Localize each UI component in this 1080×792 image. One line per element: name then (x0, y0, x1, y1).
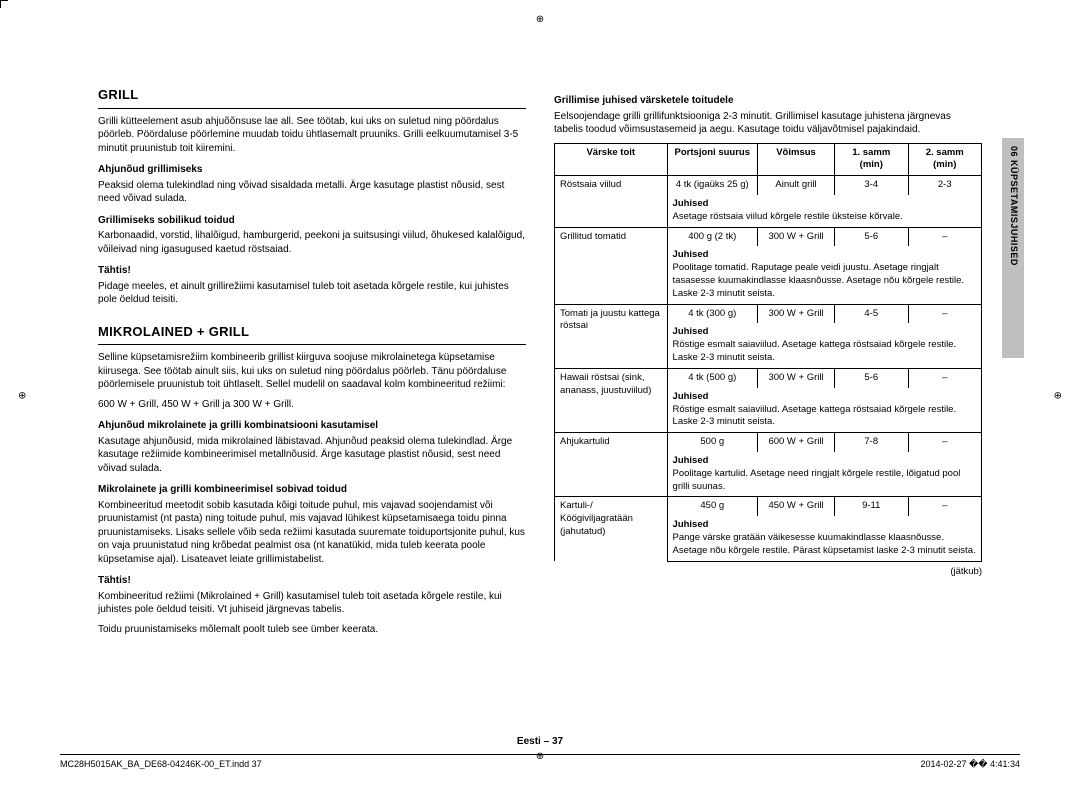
cell-power: Ainult grill (758, 176, 835, 195)
paragraph: Kasutage ahjunõusid, mida mikrolained lä… (98, 435, 526, 476)
continues-label: (jätkub) (554, 566, 982, 579)
cell-portion: 4 tk (igaüks 25 g) (667, 176, 757, 195)
right-column: Grillimise juhised värsketele toitudele … (554, 86, 982, 726)
paragraph: 600 W + Grill, 450 W + Grill ja 300 W + … (98, 398, 526, 412)
footer-file: MC28H5015AK_BA_DE68-04246K-00_ET.indd 37 (60, 759, 262, 770)
th-step1: 1. samm (min) (835, 143, 908, 176)
table-head: Värske toit Portsjoni suurus Võimsus 1. … (555, 143, 982, 176)
cell-power: 300 W + Grill (758, 304, 835, 323)
cell-food: Grillitud tomatid (555, 227, 668, 304)
cell-power: 450 W + Grill (758, 497, 835, 516)
cell-food: Kartuli-/ Köögiviljagratään (jahutatud) (555, 497, 668, 561)
cell-food: Hawaii röstsai (sink, ananass, juustuvii… (555, 368, 668, 432)
footer-bar: MC28H5015AK_BA_DE68-04246K-00_ET.indd 37… (60, 754, 1020, 770)
cell-food: Röstsaia viilud (555, 176, 668, 227)
paragraph: Toidu pruunistamiseks mõlemalt poolt tul… (98, 623, 526, 637)
cell-instructions: JuhisedPange värske gratään väikesesse k… (667, 516, 981, 561)
cell-food: Tomati ja juustu kattega röstsai (555, 304, 668, 368)
cell-t2: – (908, 368, 982, 387)
rule (98, 108, 526, 109)
left-column: GRILL Grilli kütteelement asub ahjuõõnsu… (98, 86, 526, 726)
table-title: Grillimise juhised värsketele toitudele (554, 94, 982, 108)
paragraph: Eelsoojendage grilli grillifunktsiooniga… (554, 110, 982, 137)
cell-instructions: JuhisedPoolitage kartulid. Asetage need … (667, 452, 981, 497)
cell-t1: 5-6 (835, 368, 908, 387)
cell-t1: 3-4 (835, 176, 908, 195)
page-content: GRILL Grilli kütteelement asub ahjuõõnsu… (98, 86, 982, 726)
cell-t2: – (908, 227, 982, 246)
th-step2: 2. samm (min) (908, 143, 982, 176)
cell-instructions: JuhisedRöstige esmalt saiaviilud. Asetag… (667, 323, 981, 368)
cell-portion: 4 tk (300 g) (667, 304, 757, 323)
cell-instructions: JuhisedAsetage röstsaia viilud kõrgele r… (667, 195, 981, 227)
paragraph: Karbonaadid, vorstid, lihalõigud, hambur… (98, 229, 526, 256)
subheading: Ahjunõud mikrolainete ja grilli kombinat… (98, 419, 526, 433)
crop-mark-right: ⊕ (1054, 391, 1062, 402)
cell-portion: 500 g (667, 433, 757, 452)
table-row: Ahjukartulid500 g600 W + Grill7-8– (555, 433, 982, 452)
paragraph: Grilli kütteelement asub ahjuõõnsuse lae… (98, 115, 526, 156)
th-portion: Portsjoni suurus (667, 143, 757, 176)
cell-t1: 7-8 (835, 433, 908, 452)
cell-food: Ahjukartulid (555, 433, 668, 497)
th-food: Värske toit (555, 143, 668, 176)
cell-power: 300 W + Grill (758, 368, 835, 387)
crop-mark-left: ⊕ (18, 391, 26, 402)
table-row: Grillitud tomatid400 g (2 tk)300 W + Gri… (555, 227, 982, 246)
rule (98, 344, 526, 345)
cell-t1: 9-11 (835, 497, 908, 516)
subheading: Ahjunõud grillimiseks (98, 163, 526, 177)
page-number: Eesti – 37 (98, 736, 982, 747)
cell-portion: 4 tk (500 g) (667, 368, 757, 387)
paragraph: Kombineeritud meetodit sobib kasutada kõ… (98, 499, 526, 567)
paragraph: Selline küpsetamisrežiim kombineerib gri… (98, 351, 526, 392)
footer-date: 2014-02-27 �� 4:41:34 (920, 759, 1020, 770)
subheading: Grillimiseks sobilikud toidud (98, 214, 526, 228)
cell-instructions: JuhisedRöstige esmalt saiaviilud. Asetag… (667, 388, 981, 433)
table-row: Hawaii röstsai (sink, ananass, juustuvii… (555, 368, 982, 387)
cell-power: 600 W + Grill (758, 433, 835, 452)
subheading: Mikrolainete ja grilli kombineerimisel s… (98, 483, 526, 497)
crop-mark-top-center: ⊕ (536, 14, 544, 25)
table-row: Röstsaia viilud4 tk (igaüks 25 g)Ainult … (555, 176, 982, 195)
cell-portion: 400 g (2 tk) (667, 227, 757, 246)
grilling-table: Värske toit Portsjoni suurus Võimsus 1. … (554, 143, 982, 562)
subheading: Tähtis! (98, 574, 526, 588)
cell-t2: – (908, 497, 982, 516)
section-tab: 06 KÜPSETAMISJUHISED (1002, 138, 1024, 358)
table-body: Röstsaia viilud4 tk (igaüks 25 g)Ainult … (555, 176, 982, 562)
cell-t1: 4-5 (835, 304, 908, 323)
cell-instructions: JuhisedPoolitage tomatid. Raputage peale… (667, 246, 981, 304)
heading-grill: GRILL (98, 86, 526, 104)
cell-t2: – (908, 304, 982, 323)
cell-t2: – (908, 433, 982, 452)
paragraph: Peaksid olema tulekindlad ning võivad si… (98, 179, 526, 206)
cell-t2: 2-3 (908, 176, 982, 195)
table-row: Tomati ja juustu kattega röstsai4 tk (30… (555, 304, 982, 323)
table-row: Kartuli-/ Köögiviljagratään (jahutatud)4… (555, 497, 982, 516)
paragraph: Kombineeritud režiimi (Mikrolained + Gri… (98, 590, 526, 617)
th-power: Võimsus (758, 143, 835, 176)
cell-power: 300 W + Grill (758, 227, 835, 246)
subheading: Tähtis! (98, 264, 526, 278)
paragraph: Pidage meeles, et ainult grillirežiimi k… (98, 280, 526, 307)
crop-mark-corner (98, 78, 106, 86)
heading-mikro-grill: MIKROLAINED + GRILL (98, 323, 526, 341)
cell-portion: 450 g (667, 497, 757, 516)
cell-t1: 5-6 (835, 227, 908, 246)
